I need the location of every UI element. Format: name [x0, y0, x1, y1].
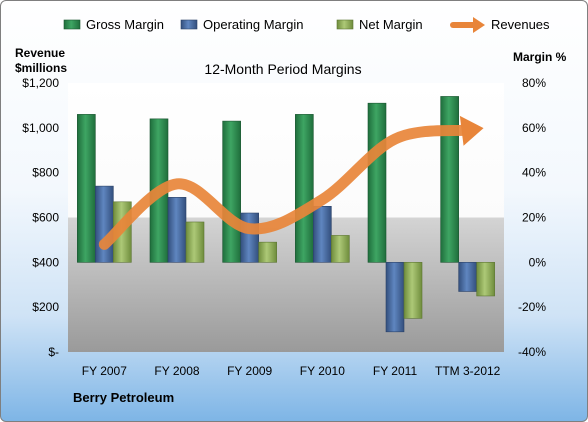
left-tick-label: $400: [32, 255, 59, 269]
left-tick-label: $600: [32, 211, 59, 225]
legend-label: Revenues: [491, 17, 550, 32]
right-tick-label: 0%: [529, 255, 547, 269]
bar-net-margin: [403, 262, 423, 319]
left-axis-title-line1: Revenue: [15, 46, 65, 60]
legend-label: Gross Margin: [86, 17, 164, 32]
bar-gross-margin: [367, 102, 387, 263]
bar-net-margin: [258, 241, 277, 263]
legend-swatch: [180, 19, 198, 30]
right-tick-label: 40%: [522, 166, 546, 180]
category-ticks: FY 2007 FY 2008 FY 2009 FY 2010 FY 2011 TTM 3…: [82, 364, 501, 378]
revenues-line: [98, 124, 474, 250]
revenues-arrowhead: [459, 115, 484, 146]
bar-net-margin: [185, 221, 205, 263]
left-axis-title-line2: $millions: [15, 61, 67, 75]
right-axis-title: Margin %: [513, 50, 567, 64]
left-tick-label: $1,000: [22, 121, 59, 135]
right-tick-label: -40%: [518, 345, 546, 359]
legend-arrow: [473, 17, 485, 33]
category-label: FY 2009: [227, 364, 272, 378]
legend-swatch: [336, 19, 354, 30]
legend-swatch: [63, 19, 81, 30]
bar-net-margin: [476, 262, 495, 297]
right-tick-label: 60%: [522, 121, 546, 135]
category-label: FY 2010: [300, 364, 345, 378]
right-tick-label: 20%: [522, 211, 546, 225]
left-tick-label: $800: [32, 166, 59, 180]
legend-label: Operating Margin: [203, 17, 303, 32]
category-label: FY 2008: [154, 364, 199, 378]
bar-operating-margin: [385, 262, 405, 333]
category-label: FY 2007: [82, 364, 127, 378]
left-tick-label: $-: [48, 345, 59, 359]
bar-gross-margin: [77, 114, 96, 263]
company-name: Berry Petroleum: [73, 390, 174, 405]
legend-label: Net Margin: [359, 17, 423, 32]
right-tick-label: -20%: [518, 300, 546, 314]
chart-title: 12-Month Period Margins: [204, 61, 361, 77]
category-label: FY 2011: [373, 364, 418, 378]
category-label: TTM 3-2012: [435, 364, 501, 378]
bar-net-margin: [331, 235, 350, 263]
left-tick-label: $1,200: [22, 76, 59, 90]
bar-gross-margin: [440, 96, 459, 263]
legend: Gross Margin Operating Margin Net Margin Re…: [63, 17, 550, 33]
bar-operating-margin: [458, 262, 477, 292]
bar-gross-margin: [295, 114, 314, 263]
bar-operating-margin: [313, 205, 332, 263]
right-axis-ticks: -40% -20% 0% 20% 40% 60% 80%: [518, 76, 546, 359]
bar-gross-margin: [222, 120, 241, 263]
revenues-line-group: [98, 115, 484, 250]
bar-operating-margin: [240, 212, 259, 263]
left-axis-ticks: $- $200 $400 $600 $800 $1,000 $1,200: [22, 76, 59, 359]
bar-operating-margin: [95, 185, 114, 263]
left-tick-label: $200: [32, 300, 59, 314]
bar-operating-margin: [167, 197, 187, 263]
right-tick-label: 80%: [522, 76, 546, 90]
